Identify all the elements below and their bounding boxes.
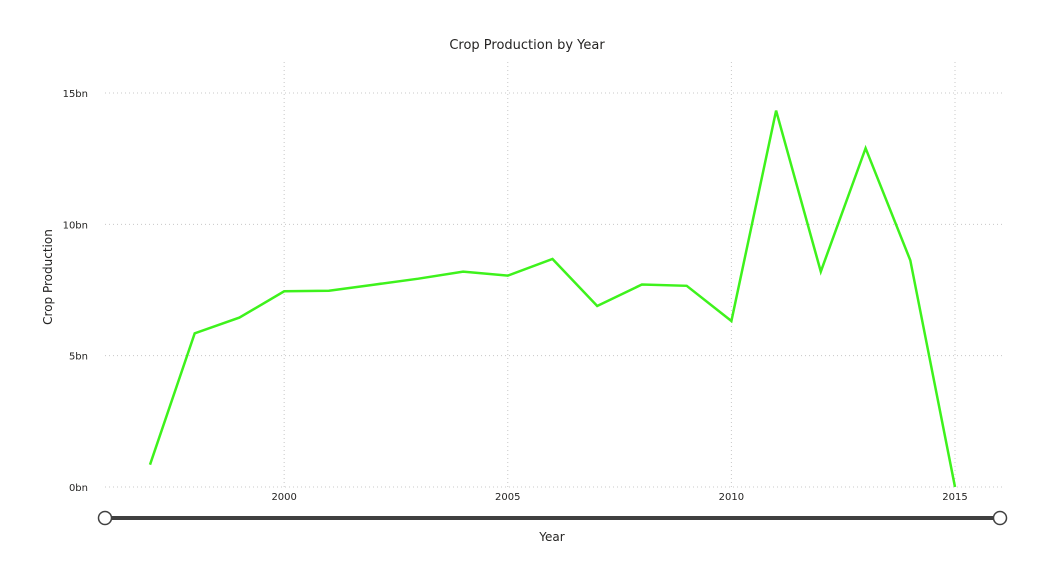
range-slider-start-handle[interactable] bbox=[97, 510, 113, 526]
y-tick-label: 0bn bbox=[69, 483, 88, 494]
chart-title: Crop Production by Year bbox=[449, 38, 605, 53]
gridlines bbox=[105, 62, 1005, 488]
series-line bbox=[148, 110, 957, 488]
series-group bbox=[148, 110, 957, 488]
y-tick-label: 15bn bbox=[63, 89, 88, 100]
x-tick-label: 2015 bbox=[942, 492, 967, 503]
y-tick-label: 10bn bbox=[63, 220, 88, 231]
range-slider[interactable] bbox=[97, 510, 1008, 526]
range-slider-end-handle[interactable] bbox=[992, 510, 1008, 526]
y-tick-label: 5bn bbox=[69, 352, 88, 363]
x-tick-label: 2010 bbox=[719, 492, 744, 503]
x-axis-title: Year bbox=[539, 530, 565, 544]
y-axis-ticks: 0bn 5bn 10bn 15bn bbox=[63, 89, 88, 494]
x-tick-label: 2000 bbox=[271, 492, 296, 503]
x-axis-ticks: 2000 2005 2010 2015 bbox=[271, 492, 967, 503]
x-tick-label: 2005 bbox=[495, 492, 520, 503]
